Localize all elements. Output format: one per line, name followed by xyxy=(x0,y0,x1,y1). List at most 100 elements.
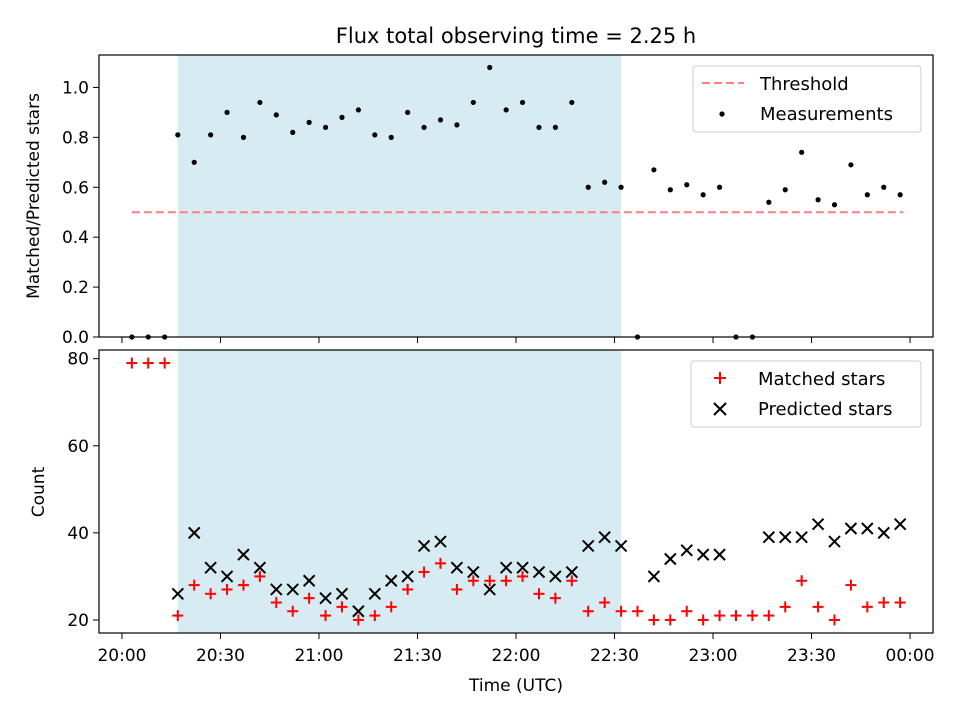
top-x-ticks xyxy=(121,337,911,343)
measurement-point xyxy=(667,187,673,193)
measurement-point xyxy=(503,107,509,113)
matched-star-point xyxy=(467,575,479,587)
matched-star-point xyxy=(142,357,154,369)
matched-star-point xyxy=(159,357,171,369)
bottom-y-ticks: 20 40 60 80 xyxy=(67,350,99,631)
matched-star-point xyxy=(763,610,775,622)
x-stroke-b xyxy=(499,561,513,574)
matched-star-point xyxy=(599,597,611,609)
matched-star-point xyxy=(681,605,693,617)
x-tick-label: 21:30 xyxy=(393,646,442,666)
x-tick-label: 23:30 xyxy=(787,646,836,666)
y-tick-label: 60 xyxy=(67,437,89,457)
x-stroke-b xyxy=(811,517,825,531)
x-tick-label: 20:30 xyxy=(196,646,245,666)
matched-legend-label: Matched stars xyxy=(758,369,885,390)
predicted-star-point xyxy=(434,535,447,548)
predicted-star-point xyxy=(352,605,365,618)
predicted-legend-label: Predicted stars xyxy=(758,399,892,420)
predicted-star-point xyxy=(319,591,332,605)
predicted-star-point xyxy=(499,561,513,574)
matched-star-point xyxy=(828,614,840,626)
predicted-star-point xyxy=(204,561,217,574)
measurement-point xyxy=(881,184,887,190)
predicted-star-point xyxy=(220,570,234,583)
x-stroke-b xyxy=(647,570,661,583)
predicted-star-point xyxy=(270,583,283,596)
matched-star-point xyxy=(517,570,529,582)
measurement-point xyxy=(487,64,493,71)
predicted-star-point xyxy=(582,539,595,553)
x-stroke-b xyxy=(467,565,480,579)
matched-star-point xyxy=(434,557,446,569)
measurement-point xyxy=(273,112,279,118)
predicted-star-point xyxy=(286,583,299,596)
measurement-point xyxy=(437,117,444,123)
x-stroke-b xyxy=(450,561,464,574)
measurement-point xyxy=(470,99,476,106)
x-tick-label: 21:00 xyxy=(294,646,343,666)
y-tick-label: 0.6 xyxy=(62,178,89,198)
bottom-y-axis-label: Count xyxy=(29,466,49,517)
x-axis-label: Time (UTC) xyxy=(468,676,563,696)
matched-star-point xyxy=(533,588,545,600)
x-stroke-b xyxy=(762,531,776,544)
measurement-point xyxy=(716,184,723,190)
measurement-point xyxy=(651,167,657,173)
x-stroke-b xyxy=(844,522,858,535)
x-stroke-b xyxy=(302,574,316,587)
measurement-point xyxy=(618,184,624,190)
matched-star-point xyxy=(714,610,726,622)
x-stroke-b xyxy=(188,526,201,540)
measurement-point xyxy=(405,109,411,115)
predicted-star-point xyxy=(549,570,562,583)
matched-star-point xyxy=(664,614,676,626)
bottom-panel: 20:00 20:30 21:00 21:30 22:00 22:30 23:00 23:30… xyxy=(29,349,935,696)
x-stroke-b xyxy=(828,535,841,548)
matched-star-point xyxy=(500,575,512,587)
measurement-point xyxy=(799,149,805,155)
measurement-point xyxy=(175,132,181,138)
y-tick-label: 80 xyxy=(67,350,89,370)
y-tick-label: 0.0 xyxy=(62,328,89,348)
predicted-star-point xyxy=(614,539,628,553)
predicted-star-point xyxy=(417,539,431,553)
predicted-star-point xyxy=(516,561,529,574)
x-stroke-b xyxy=(664,552,677,566)
chart-title: Flux total observing time = 2.25 h xyxy=(336,24,696,48)
measurement-point xyxy=(388,134,394,140)
x-stroke-b xyxy=(253,561,267,574)
bottom-legend: Matched stars Predicted stars xyxy=(690,360,922,428)
measurement-point xyxy=(569,99,575,106)
x-stroke-b xyxy=(286,583,299,596)
matched-star-point xyxy=(746,610,758,622)
x-stroke-b xyxy=(368,587,382,601)
predicted-star-point xyxy=(302,574,316,587)
predicted-legend-swatch xyxy=(713,402,727,416)
matched-star-point xyxy=(126,357,138,369)
x-stroke-b xyxy=(237,548,250,561)
predicted-star-point xyxy=(467,565,480,579)
matched-star-point xyxy=(566,575,578,587)
matched-star-point xyxy=(402,583,414,595)
x-stroke-b xyxy=(417,539,431,553)
x-stroke-b xyxy=(893,517,907,531)
x-tick-label: 22:30 xyxy=(590,646,639,666)
predicted-star-point xyxy=(385,574,398,587)
matched-star-point xyxy=(796,575,808,587)
matched-star-point xyxy=(631,605,643,617)
matched-star-point xyxy=(697,614,709,626)
x-stroke-b xyxy=(483,583,496,596)
x-stroke-b xyxy=(352,605,365,618)
matched-star-point xyxy=(352,614,364,626)
x-stroke-b xyxy=(220,570,234,583)
predicted-star-point xyxy=(171,587,185,601)
measurement-point xyxy=(208,132,214,138)
matched-star-point xyxy=(320,610,332,622)
y-tick-label: 1.0 xyxy=(62,78,89,98)
x-stroke-b xyxy=(795,531,808,544)
predicted-star-point xyxy=(598,531,611,544)
x-stroke-b xyxy=(565,565,579,579)
matched-star-point xyxy=(615,605,627,617)
measurement-point xyxy=(421,124,427,130)
